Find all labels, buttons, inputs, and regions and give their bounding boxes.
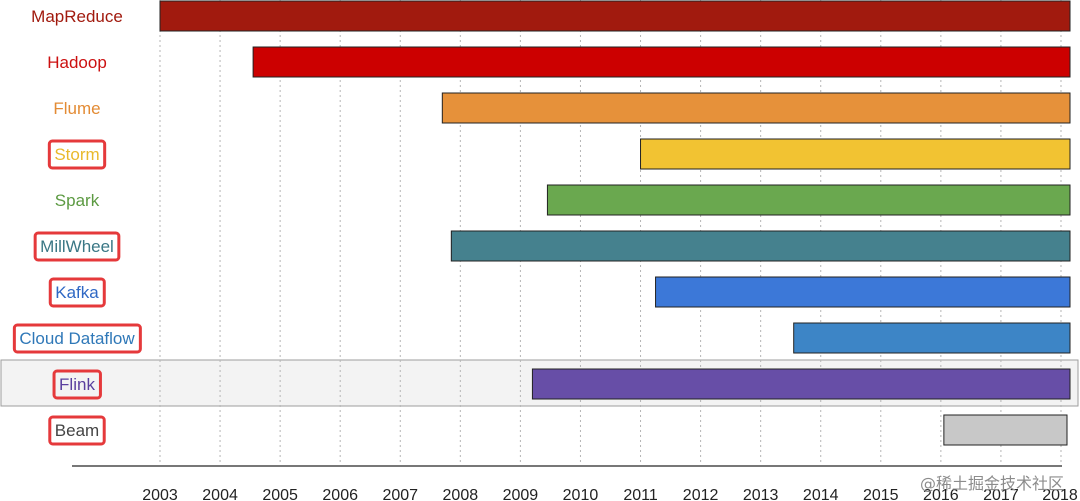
bar-beam <box>943 414 1068 446</box>
x-tick-label-2009: 2009 <box>503 487 539 501</box>
x-tick-label-2013: 2013 <box>743 487 779 501</box>
x-tick-label-2005: 2005 <box>262 487 298 501</box>
x-tick-label-2014: 2014 <box>803 487 839 501</box>
label-flink: Flink <box>59 375 95 394</box>
label-box-millwheel <box>33 231 121 262</box>
label-spark: Spark <box>55 191 100 210</box>
label-box-flink <box>52 369 102 400</box>
bar-flink <box>531 368 1071 400</box>
bar-spark <box>546 184 1071 216</box>
x-tick-label-2008: 2008 <box>443 487 479 501</box>
label-millwheel: MillWheel <box>40 237 114 256</box>
x-tick-label-2004: 2004 <box>202 487 238 501</box>
label-mapreduce: MapReduce <box>31 7 123 26</box>
x-tick-label-2017: 2017 <box>983 487 1019 501</box>
label-flume: Flume <box>53 99 100 118</box>
x-tick-label-2007: 2007 <box>382 487 418 501</box>
bar-cloud-dataflow <box>793 322 1071 354</box>
label-hadoop: Hadoop <box>47 53 107 72</box>
bar-kafka <box>655 276 1071 308</box>
x-tick-label-2016: 2016 <box>923 487 959 501</box>
x-tick-label-2015: 2015 <box>863 487 899 501</box>
x-tick-label-2006: 2006 <box>322 487 358 501</box>
label-box-storm <box>47 139 107 170</box>
x-tick-label-2018: 2018 <box>1042 487 1078 501</box>
label-storm: Storm <box>54 145 99 164</box>
bar-flume <box>441 92 1071 124</box>
bar-storm <box>640 138 1071 170</box>
x-tick-label-2011: 2011 <box>623 487 658 501</box>
label-beam: Beam <box>55 421 99 440</box>
bar-mapreduce <box>159 0 1071 32</box>
x-tick-label-2003: 2003 <box>142 487 178 501</box>
label-kafka: Kafka <box>55 283 99 302</box>
label-box-beam <box>48 415 106 446</box>
watermark-text: @稀土掘金技术社区 <box>919 474 1064 493</box>
bar-hadoop <box>252 46 1071 78</box>
bar-millwheel <box>450 230 1071 262</box>
x-tick-label-2012: 2012 <box>683 487 719 501</box>
x-tick-label-2010: 2010 <box>563 487 599 501</box>
label-cloud-dataflow: Cloud Dataflow <box>19 329 135 348</box>
label-box-kafka <box>48 277 106 308</box>
label-box-cloud-dataflow <box>12 323 142 354</box>
